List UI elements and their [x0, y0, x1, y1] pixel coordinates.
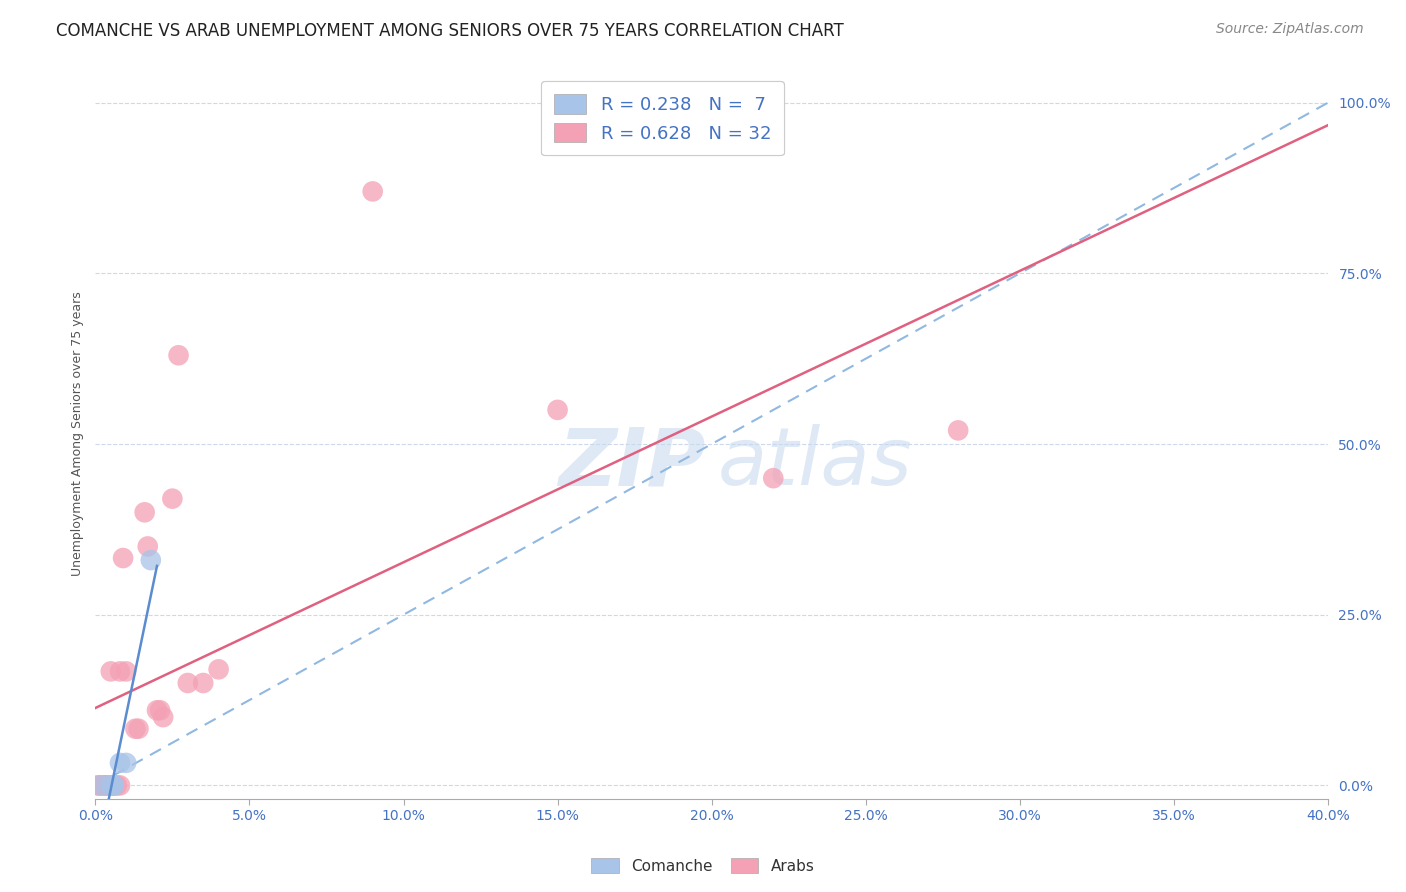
Point — [100, 779, 122, 793]
Text: atlas: atlas — [718, 424, 912, 502]
Point — [177, 676, 200, 690]
Point — [361, 185, 384, 199]
Point — [162, 491, 184, 506]
Y-axis label: Unemployment Among Seniors over 75 years: Unemployment Among Seniors over 75 years — [72, 292, 84, 576]
Point — [103, 779, 125, 793]
Legend: R = 0.238   N =  7, R = 0.628   N = 32: R = 0.238 N = 7, R = 0.628 N = 32 — [541, 81, 783, 155]
Point — [97, 779, 120, 793]
Point — [946, 423, 969, 437]
Text: Source: ZipAtlas.com: Source: ZipAtlas.com — [1216, 22, 1364, 37]
Point — [762, 471, 785, 485]
Point — [207, 662, 229, 676]
Point — [93, 779, 115, 793]
Point — [87, 779, 110, 793]
Point — [128, 722, 150, 736]
Point — [105, 779, 128, 793]
Point — [90, 779, 112, 793]
Point — [193, 676, 215, 690]
Point — [149, 703, 172, 717]
Point — [115, 665, 138, 679]
Point — [136, 540, 159, 554]
Point — [167, 348, 190, 362]
Text: ZIP: ZIP — [558, 424, 706, 502]
Point — [108, 665, 131, 679]
Point — [90, 779, 112, 793]
Point — [134, 505, 156, 519]
Point — [152, 710, 174, 724]
Point — [139, 553, 162, 567]
Point — [97, 779, 120, 793]
Point — [146, 703, 169, 717]
Point — [103, 779, 125, 793]
Point — [103, 779, 125, 793]
Point — [108, 756, 131, 770]
Point — [103, 779, 125, 793]
Point — [100, 665, 122, 679]
Text: COMANCHE VS ARAB UNEMPLOYMENT AMONG SENIORS OVER 75 YEARS CORRELATION CHART: COMANCHE VS ARAB UNEMPLOYMENT AMONG SENI… — [56, 22, 844, 40]
Point — [93, 779, 115, 793]
Point — [112, 551, 135, 566]
Point — [87, 779, 110, 793]
Legend: Comanche, Arabs: Comanche, Arabs — [585, 852, 821, 880]
Point — [108, 779, 131, 793]
Point — [115, 756, 138, 770]
Point — [547, 403, 569, 417]
Point — [124, 722, 146, 736]
Point — [100, 779, 122, 793]
